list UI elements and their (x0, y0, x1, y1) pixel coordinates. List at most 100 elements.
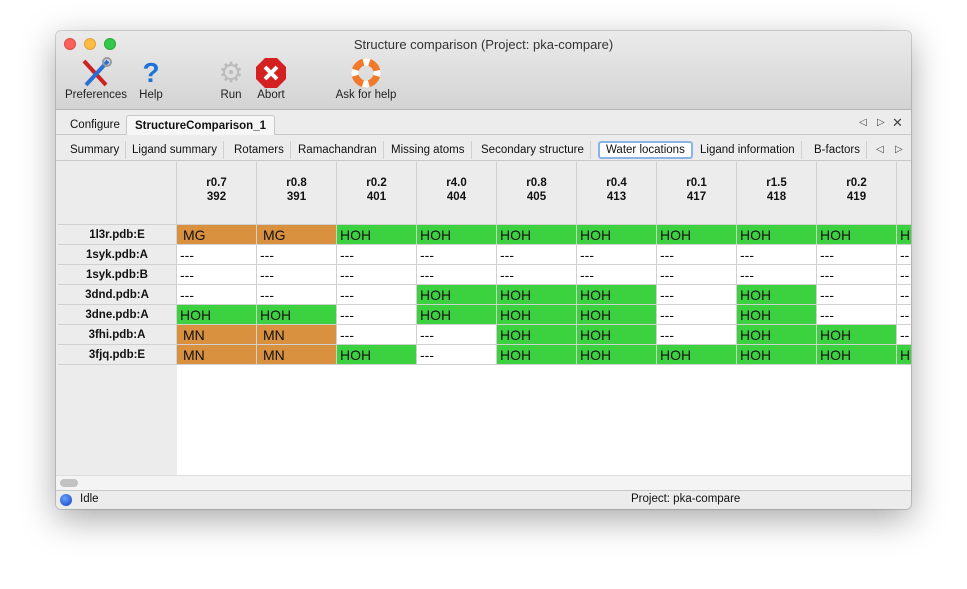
table-cell[interactable]: -- (897, 305, 911, 325)
table-cell[interactable]: HOH (337, 345, 417, 365)
subtab-scroll-left-icon[interactable]: ◁ (876, 144, 884, 155)
table-cell[interactable]: -- (897, 325, 911, 345)
table-cell[interactable]: --- (657, 285, 737, 305)
tab-structurecomparison-1[interactable]: StructureComparison_1 (126, 115, 276, 135)
table-cell[interactable]: --- (337, 285, 417, 305)
table-cell[interactable]: HOH (257, 305, 337, 325)
table-cell[interactable]: --- (817, 245, 897, 265)
table-cell[interactable]: --- (657, 325, 737, 345)
subtab-water-locations[interactable]: Water locations (598, 141, 693, 159)
row-header[interactable]: 3fhi.pdb:A (58, 325, 177, 345)
ask-for-help-button[interactable]: Ask for help (331, 56, 401, 101)
table-cell[interactable]: MG (257, 225, 337, 245)
run-button[interactable]: ⚙ Run (214, 56, 248, 101)
help-button[interactable]: ? Help (134, 56, 168, 102)
table-cell[interactable]: --- (497, 265, 577, 285)
subtab-summary[interactable]: Summary (64, 141, 127, 159)
table-cell[interactable]: HOH (417, 305, 497, 325)
table-cell[interactable]: --- (337, 245, 417, 265)
table-cell[interactable]: -- (897, 245, 911, 265)
table-cell[interactable]: H (897, 225, 911, 245)
row-header[interactable]: 3dne.pdb:A (58, 305, 177, 325)
abort-button[interactable]: Abort (252, 56, 290, 101)
table-cell[interactable]: MN (177, 325, 257, 345)
zoom-window-button[interactable] (104, 38, 116, 50)
table-cell[interactable]: HOH (817, 345, 897, 365)
column-header[interactable] (897, 162, 911, 225)
table-cell[interactable]: --- (817, 305, 897, 325)
column-header[interactable]: r0.1 417 (657, 162, 737, 225)
row-header[interactable]: 3dnd.pdb:A (58, 285, 177, 305)
table-cell[interactable]: -- (897, 285, 911, 305)
table-cell[interactable]: --- (177, 285, 257, 305)
close-tab-icon[interactable]: ✕ (892, 115, 903, 130)
table-cell[interactable]: HOH (577, 325, 657, 345)
table-cell[interactable]: HOH (737, 225, 817, 245)
column-header[interactable]: r1.5 418 (737, 162, 817, 225)
table-cell[interactable]: --- (737, 245, 817, 265)
table-cell[interactable]: --- (417, 345, 497, 365)
table-cell[interactable]: HOH (817, 325, 897, 345)
table-cell[interactable]: HOH (417, 285, 497, 305)
table-cell[interactable]: --- (577, 265, 657, 285)
tab-scroll-left-icon[interactable]: ◁ (859, 117, 867, 128)
column-header[interactable]: r0.8 391 (257, 162, 337, 225)
table-cell[interactable]: HOH (737, 285, 817, 305)
table-cell[interactable]: HOH (497, 345, 577, 365)
row-header[interactable]: 3fjq.pdb:E (58, 345, 177, 365)
table-cell[interactable]: --- (577, 245, 657, 265)
table-cell[interactable]: HOH (577, 305, 657, 325)
table-cell[interactable]: --- (497, 245, 577, 265)
column-header[interactable]: r0.8 405 (497, 162, 577, 225)
table-cell[interactable]: HOH (577, 345, 657, 365)
table-cell[interactable]: HOH (737, 325, 817, 345)
table-cell[interactable]: --- (337, 325, 417, 345)
table-cell[interactable]: HOH (177, 305, 257, 325)
subtab-ligand-information[interactable]: Ligand information (694, 141, 802, 159)
table-cell[interactable]: -- (897, 265, 911, 285)
table-cell[interactable]: HOH (337, 225, 417, 245)
subtab-missing-atoms[interactable]: Missing atoms (385, 141, 472, 159)
row-header[interactable]: 1syk.pdb:A (58, 245, 177, 265)
table-cell[interactable]: HOH (497, 325, 577, 345)
minimize-window-button[interactable] (84, 38, 96, 50)
scrollbar-thumb[interactable] (60, 479, 78, 487)
table-cell[interactable]: --- (177, 265, 257, 285)
tab-scroll-right-icon[interactable]: ▷ (877, 117, 885, 128)
table-cell[interactable]: HOH (737, 345, 817, 365)
table-cell[interactable]: --- (337, 305, 417, 325)
row-header[interactable]: 1syk.pdb:B (58, 265, 177, 285)
table-cell[interactable]: HOH (497, 285, 577, 305)
table-cell[interactable]: --- (817, 265, 897, 285)
table-cell[interactable]: HOH (497, 305, 577, 325)
row-header[interactable]: 1l3r.pdb:E (58, 225, 177, 245)
table-cell[interactable]: MN (257, 325, 337, 345)
column-header[interactable]: r0.2 419 (817, 162, 897, 225)
table-cell[interactable]: --- (257, 285, 337, 305)
subtab-ligand-summary[interactable]: Ligand summary (126, 141, 225, 159)
tab-configure[interactable]: Configure (70, 119, 120, 131)
table-cell[interactable]: --- (257, 265, 337, 285)
column-header[interactable]: r0.4 413 (577, 162, 657, 225)
table-cell[interactable]: MN (257, 345, 337, 365)
table-cell[interactable]: HOH (657, 345, 737, 365)
horizontal-scrollbar[interactable] (56, 475, 911, 490)
table-cell[interactable]: MG (177, 225, 257, 245)
table-cell[interactable]: HOH (817, 225, 897, 245)
subtab-scroll-right-icon[interactable]: ▷ (895, 144, 903, 155)
table-cell[interactable]: HOH (497, 225, 577, 245)
subtab-ramachandran[interactable]: Ramachandran (292, 141, 384, 159)
column-header[interactable]: r0.2 401 (337, 162, 417, 225)
subtab-b-factors[interactable]: B-factors (808, 141, 868, 159)
table-cell[interactable]: --- (417, 265, 497, 285)
table-cell[interactable]: --- (337, 265, 417, 285)
table-cell[interactable]: --- (417, 325, 497, 345)
table-cell[interactable]: --- (737, 265, 817, 285)
subtab-secondary-structure[interactable]: Secondary structure (475, 141, 591, 159)
table-cell[interactable]: --- (657, 245, 737, 265)
table-cell[interactable]: HOH (657, 225, 737, 245)
table-cell[interactable]: --- (257, 245, 337, 265)
table-cell[interactable]: HOH (577, 225, 657, 245)
close-window-button[interactable] (64, 38, 76, 50)
table-cell[interactable]: --- (657, 305, 737, 325)
